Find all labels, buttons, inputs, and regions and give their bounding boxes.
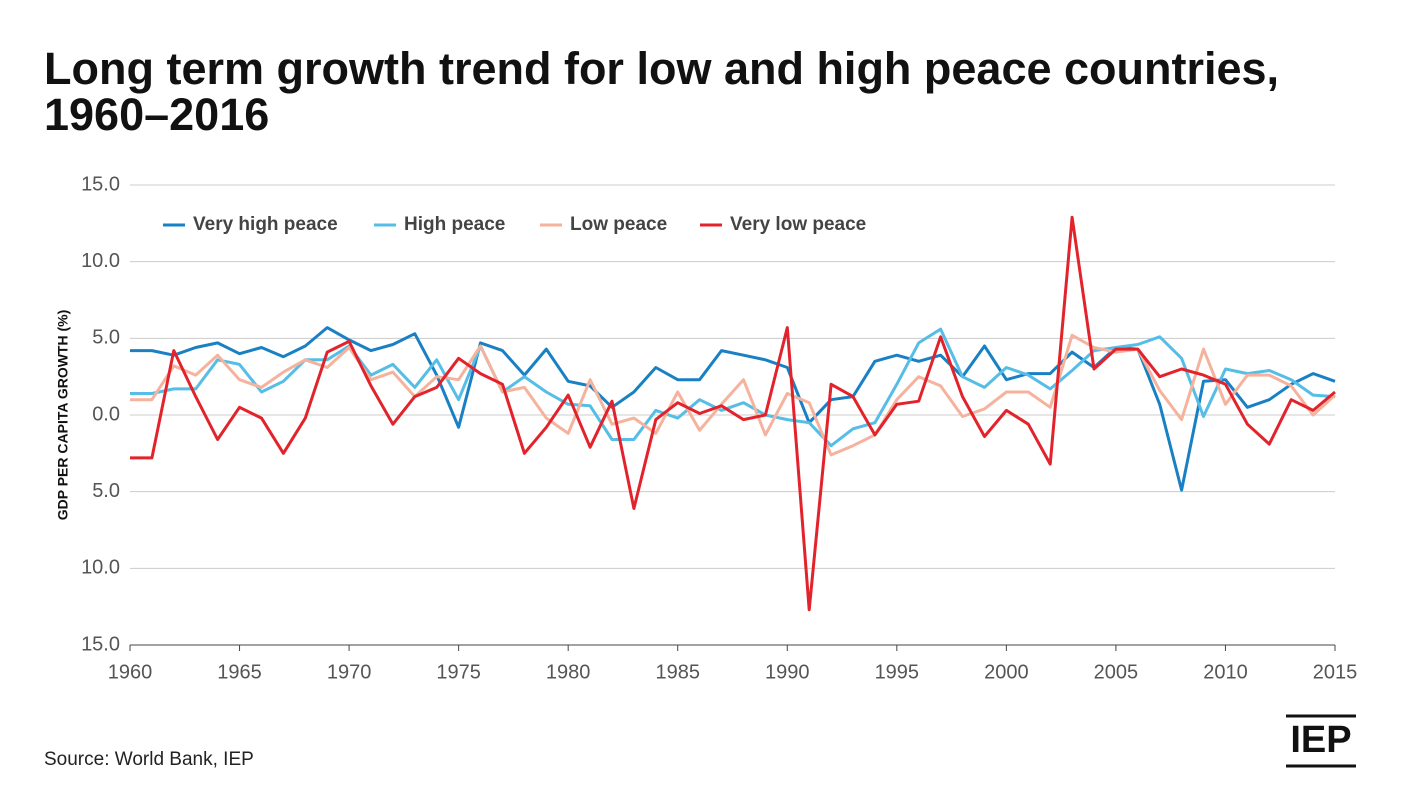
source: Source: World Bank, IEP (44, 749, 254, 770)
y-tick-label: 5.0 (92, 327, 120, 349)
chart-title-line1: Long term growth trend for low and high … (44, 43, 1279, 94)
legend-label: Very high peace (193, 214, 338, 235)
logo: IEP (1290, 719, 1351, 761)
x-tick-label: 1975 (436, 661, 481, 683)
x-tick-label: 1980 (546, 661, 591, 683)
series-line (130, 215, 1336, 612)
legend-label: Very low peace (730, 214, 866, 235)
x-tick-label: 2000 (984, 661, 1029, 683)
y-axis-label: GDP PER CAPITA GROWTH (%) (55, 310, 71, 521)
series-line (130, 327, 1336, 448)
x-tick-label: 2005 (1094, 661, 1139, 683)
x-tick-label: 1960 (108, 661, 153, 683)
x-tick-label: 1995 (875, 661, 920, 683)
y-tick-label: 0.0 (92, 403, 120, 425)
y-tick-label: 10.0 (81, 250, 120, 272)
y-tick-label: 5.0 (92, 480, 120, 502)
series-line (130, 326, 1336, 492)
y-tick-label: 15.0 (81, 173, 120, 195)
legend-label: High peace (404, 214, 505, 235)
x-tick-label: 1985 (655, 661, 700, 683)
y-tick-label: 10.0 (81, 557, 120, 579)
x-tick-label: 1990 (765, 661, 810, 683)
x-tick-label: 2015 (1313, 661, 1358, 683)
x-tick-label: 2010 (1203, 661, 1248, 683)
x-tick-label: 1970 (327, 661, 372, 683)
legend-label: Low peace (570, 214, 667, 235)
x-tick-label: 1965 (217, 661, 262, 683)
chart-title-line2: 1960–2016 (44, 89, 269, 140)
y-tick-label: 15.0 (81, 633, 120, 655)
